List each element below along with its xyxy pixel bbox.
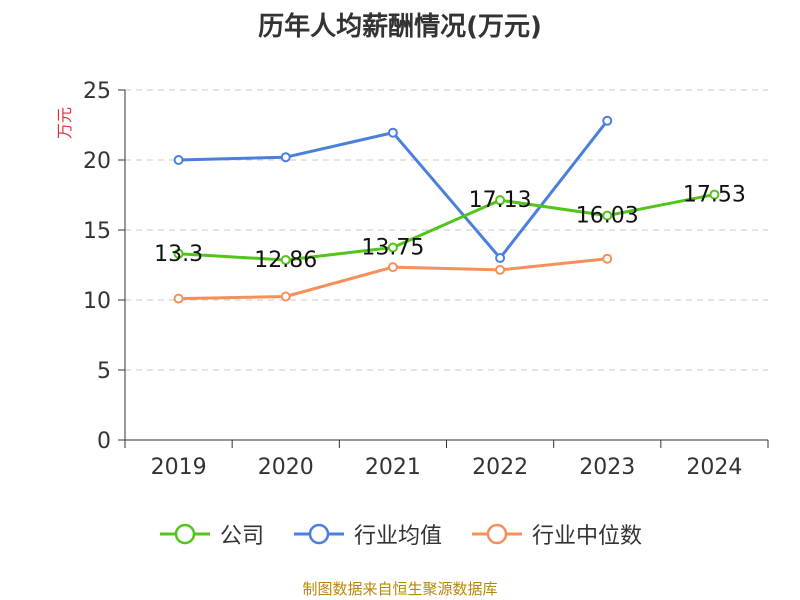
data-label: 13.75 [361, 236, 424, 261]
legend-swatch [472, 523, 522, 545]
legend-marker [486, 523, 508, 545]
legend-item[interactable]: 公司 [158, 518, 264, 550]
data-point [280, 291, 291, 302]
y-tick-label: 20 [83, 149, 111, 174]
data-point [602, 115, 613, 126]
x-tick-label: 2019 [151, 455, 207, 480]
data-point [495, 264, 506, 275]
chart-title: 历年人均薪酬情况(万元) [258, 12, 542, 42]
data-point [709, 189, 720, 200]
x-tick-label: 2023 [579, 455, 635, 480]
data-label: 17.53 [683, 183, 746, 208]
legend-swatch [293, 523, 344, 545]
legend-label: 公司 [219, 524, 264, 549]
source-note: 制图数据来自恒生聚源数据库 [302, 580, 498, 598]
data-label: 13.3 [154, 242, 203, 267]
x-tick-label: 2021 [365, 455, 421, 480]
data-point [173, 293, 184, 304]
y-axis-label: 万元 [55, 107, 74, 139]
data-point [173, 248, 184, 259]
data-point [387, 242, 398, 253]
series-line-0 [178, 193, 715, 262]
data-point [602, 210, 613, 221]
data-point [495, 253, 506, 263]
x-tick-label: 2024 [686, 455, 742, 480]
legend-item[interactable]: 行业均值 [292, 518, 442, 550]
legend-label: 行业均值 [353, 524, 442, 549]
legend-label: 行业中位数 [532, 524, 643, 549]
y-tick-label: 15 [83, 219, 111, 244]
legend-swatch [159, 523, 210, 545]
data-point [387, 127, 398, 138]
legend-marker [174, 523, 196, 545]
data-point [173, 155, 184, 165]
data-point [280, 254, 291, 265]
x-tick-label: 2020 [258, 455, 314, 480]
x-tick-label: 2022 [472, 455, 528, 480]
data-point [280, 152, 291, 163]
y-tick-label: 25 [83, 79, 111, 104]
data-label: 16.03 [576, 204, 639, 229]
data-point [602, 253, 613, 264]
data-point [495, 195, 506, 206]
data-label: 17.13 [469, 188, 532, 213]
legend-item[interactable]: 行业中位数 [470, 518, 642, 550]
legend-marker [308, 523, 330, 545]
legend: 公司 行业均值 行业中位数 [0, 518, 800, 550]
y-tick-label: 10 [83, 289, 111, 314]
data-point [387, 262, 398, 273]
y-tick-label: 0 [97, 429, 111, 454]
data-label: 12.86 [254, 248, 317, 273]
y-tick-label: 5 [97, 359, 111, 384]
